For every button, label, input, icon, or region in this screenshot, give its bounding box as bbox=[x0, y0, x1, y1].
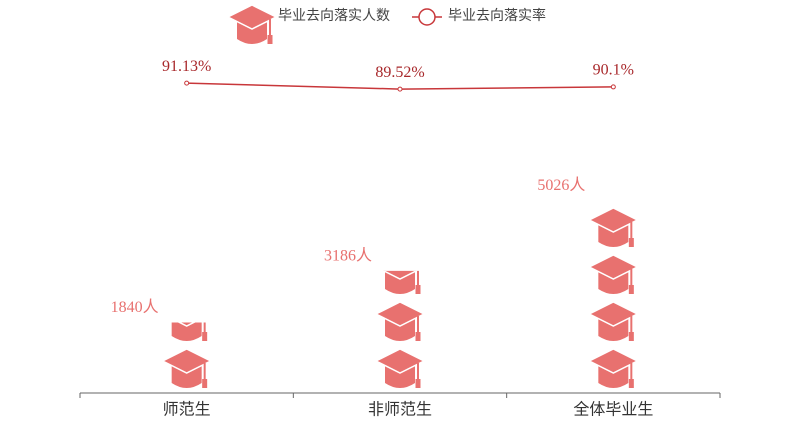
hat-tassel-end bbox=[415, 332, 421, 341]
hat-cap bbox=[385, 271, 415, 294]
x-tick-label: 非师范生 bbox=[368, 401, 432, 419]
hat-cap bbox=[171, 365, 202, 388]
pictorial-bar bbox=[160, 322, 213, 388]
hat-cap bbox=[598, 177, 628, 200]
rate-point bbox=[397, 86, 403, 92]
hat-board bbox=[226, 4, 278, 30]
hat-tassel-end bbox=[415, 285, 421, 294]
hat-board bbox=[587, 207, 640, 233]
hat-tassel-end bbox=[628, 332, 634, 341]
hat-tassel-end bbox=[267, 35, 273, 44]
hat-cap bbox=[598, 271, 629, 294]
hat-cap bbox=[598, 224, 629, 247]
hat-tassel-end bbox=[202, 379, 208, 388]
hat-cap bbox=[598, 318, 629, 341]
legend: 毕业去向落实人数 毕业去向落实率 bbox=[226, 4, 546, 44]
hat-board bbox=[587, 301, 640, 327]
pictorial-bar bbox=[374, 270, 426, 388]
data-label: 1840人 bbox=[111, 298, 159, 316]
data-label: 5026人 bbox=[537, 176, 585, 194]
hat-board bbox=[587, 348, 640, 374]
data-label: 90.1% bbox=[593, 62, 634, 79]
legend-label: 毕业去向落实率 bbox=[448, 7, 546, 24]
hat-tassel-end bbox=[628, 285, 634, 294]
x-tick-label: 全体毕业生 bbox=[573, 401, 653, 419]
x-tick-label: 师范生 bbox=[163, 401, 211, 419]
hat-cap bbox=[598, 365, 629, 388]
hat-tassel-end bbox=[628, 238, 634, 247]
hat-tassel-end bbox=[415, 379, 421, 388]
hat-board bbox=[374, 348, 426, 374]
hat-board bbox=[587, 254, 640, 280]
rate-point bbox=[610, 84, 616, 90]
hat-cap bbox=[171, 322, 202, 341]
data-label: 91.13% bbox=[162, 58, 211, 75]
legend-label: 毕业去向落实人数 bbox=[278, 8, 390, 24]
hat-board bbox=[589, 161, 637, 185]
hat-cap bbox=[385, 318, 415, 341]
hat-board bbox=[177, 322, 196, 327]
hat-cap bbox=[385, 365, 415, 388]
hat-board bbox=[382, 270, 418, 280]
hat-board bbox=[160, 348, 213, 374]
legend-marker bbox=[418, 8, 436, 26]
data-label: 89.52% bbox=[375, 64, 424, 81]
hat-tassel-end bbox=[202, 332, 208, 341]
rate-point bbox=[184, 80, 190, 86]
pictorial-bar bbox=[587, 161, 640, 388]
data-label: 3186人 bbox=[324, 247, 372, 265]
hat-tassel-end bbox=[628, 379, 634, 388]
hat-cap bbox=[237, 21, 267, 44]
hat-tassel-end bbox=[629, 191, 634, 200]
hat-board bbox=[374, 301, 426, 327]
